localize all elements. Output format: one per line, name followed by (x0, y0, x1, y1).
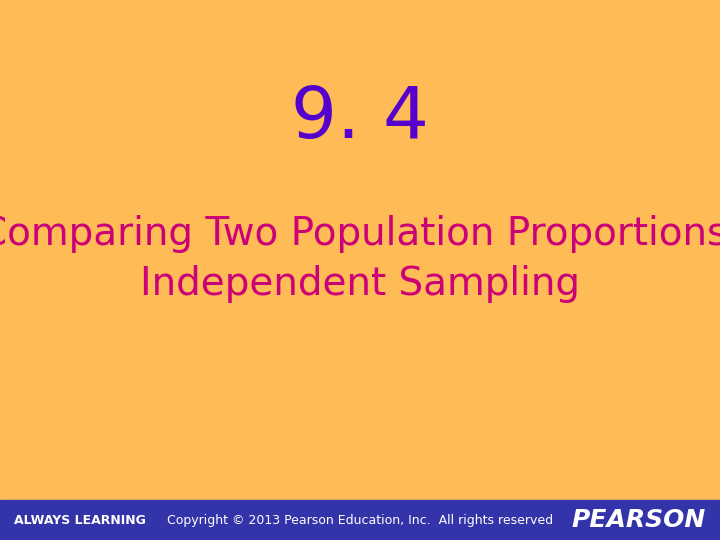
Text: ALWAYS LEARNING: ALWAYS LEARNING (14, 514, 146, 526)
Bar (0, 500, 720, 540)
Text: Comparing Two Population Proportions:
Independent Sampling: Comparing Two Population Proportions: In… (0, 215, 720, 303)
Text: Copyright © 2013 Pearson Education, Inc.  All rights reserved: Copyright © 2013 Pearson Education, Inc.… (167, 514, 553, 526)
Text: 9. 4: 9. 4 (291, 84, 429, 153)
Text: PEARSON: PEARSON (572, 508, 706, 532)
